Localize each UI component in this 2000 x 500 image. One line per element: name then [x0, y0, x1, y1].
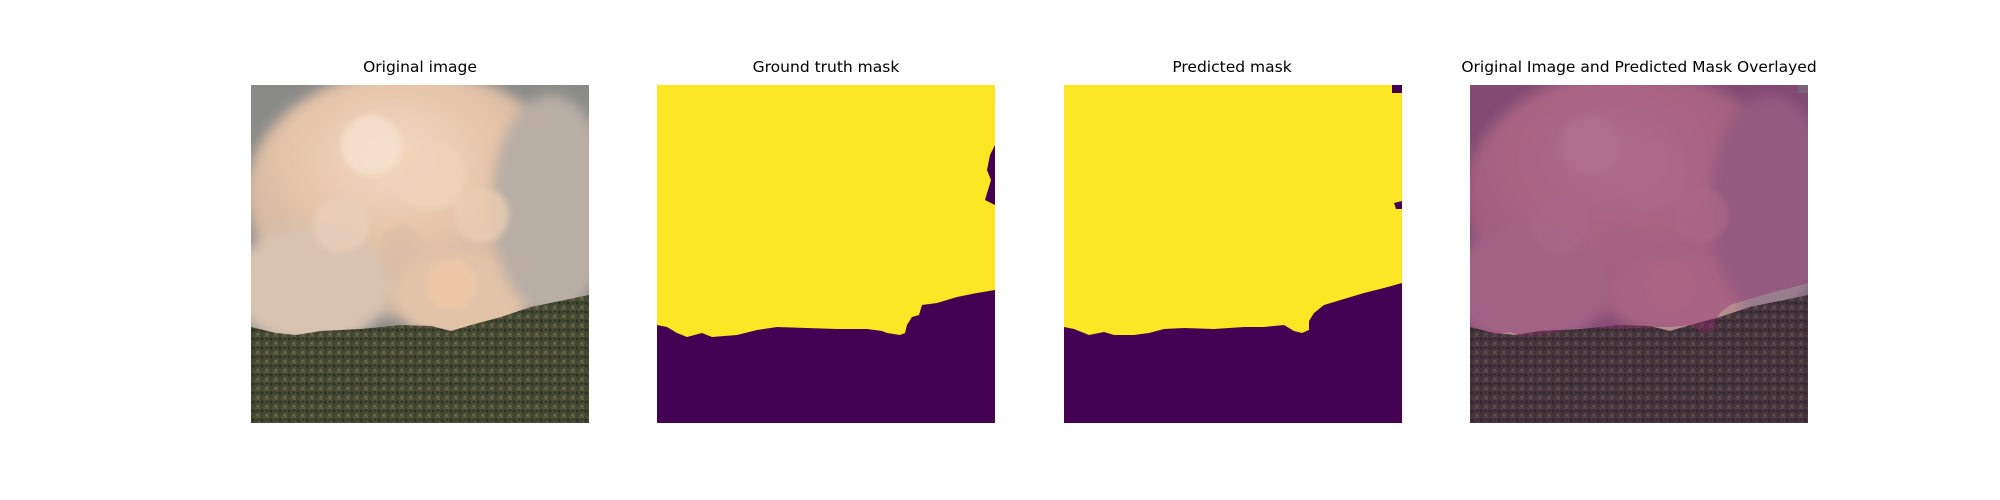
ground-truth-mask — [657, 85, 995, 423]
overlay-title: Original Image and Predicted Mask Overla… — [1461, 58, 1817, 76]
original-image — [251, 85, 589, 423]
ground-truth-mask-title: Ground truth mask — [752, 58, 900, 76]
predicted-mask-title: Predicted mask — [1172, 58, 1292, 76]
predicted-mask — [1064, 85, 1402, 423]
original-image-title: Original image — [363, 58, 477, 76]
overlay-image — [1470, 85, 1808, 423]
